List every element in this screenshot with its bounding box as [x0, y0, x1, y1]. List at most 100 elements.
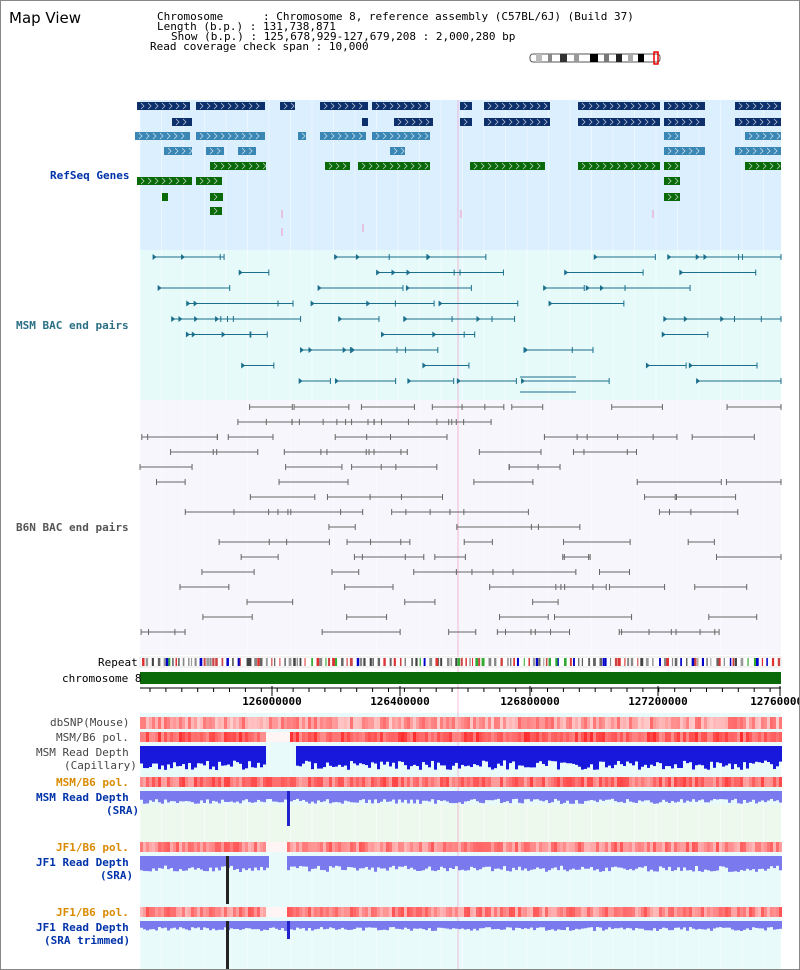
jf1-sra-depth-bar: [266, 856, 269, 868]
strand-arrow: [609, 102, 614, 110]
dbsnp-heat-cell: [380, 717, 383, 729]
jf1-sra-depth-bar: [392, 856, 395, 866]
jf1-sra-depth-bar: [662, 856, 665, 868]
heatmap-tracks[interactable]: [140, 717, 782, 917]
msm-pol-heat-cell: [776, 732, 779, 742]
jf1-trim-depth-bar: [383, 921, 386, 930]
bac-end-marker: [157, 285, 162, 291]
msm-cap-depth-bar: [656, 746, 659, 763]
jf1-trim-depth-bar: [698, 921, 701, 929]
jf1-pol-heat-cell: [605, 842, 608, 852]
dbsnp-heat-cell: [620, 717, 623, 729]
repeat-element: [369, 658, 372, 666]
msm-sra-depth-bar: [626, 791, 629, 800]
msm-pol2-heat-cell: [260, 777, 263, 787]
jf1-pol-heat-cell: [428, 842, 431, 852]
msm-sra-depth-bar: [689, 791, 692, 802]
jf1-trim-depth-bar: [644, 921, 647, 931]
msm-pol2-heat-cell: [605, 777, 608, 787]
jf1-trim-depth-bar: [374, 921, 377, 928]
msm-cap-depth-bar: [374, 746, 377, 764]
jf1-sra-depth-bar: [209, 856, 212, 868]
strand-arrow: [688, 102, 693, 110]
dbsnp-heat-cell: [332, 717, 335, 729]
msm-cap-depth-bar: [452, 746, 455, 766]
jf1-pol2-heat-cell: [479, 907, 482, 917]
msm-sra-depth-bar: [158, 791, 161, 803]
msm-cap-depth-bar: [524, 746, 527, 768]
msm-pol2-heat-cell: [389, 777, 392, 787]
jf1-trim-depth-bar: [473, 921, 476, 929]
msm-sra-depth-bar: [347, 791, 350, 802]
msm-pol-heat-cell: [146, 732, 149, 742]
jf1-trim-depth-bar: [581, 921, 584, 929]
strand-arrow: [206, 132, 211, 140]
dbsnp-heat-cell: [716, 717, 719, 729]
refseq-genes[interactable]: [135, 102, 781, 236]
msm-bac-pairs[interactable]: [152, 254, 782, 393]
msm-sra-depth-bar: [494, 791, 497, 800]
b6n-bac-pairs[interactable]: [139, 404, 782, 635]
jf1-pol2-heat-cell: [281, 907, 284, 917]
msm-pol2-heat-cell: [563, 777, 566, 787]
msm-sra-depth-bar: [680, 791, 683, 800]
repeat-element: [239, 658, 241, 666]
strand-arrow: [358, 132, 363, 140]
dbsnp-heat-cell: [260, 717, 263, 729]
msm-cap-depth-bar: [428, 746, 431, 768]
jf1-pol-heat-cell: [206, 842, 209, 852]
strand-arrow: [752, 118, 757, 126]
dbsnp-heat-cell: [389, 717, 392, 729]
strand-arrow: [344, 102, 349, 110]
chromosome-ideogram[interactable]: [529, 51, 661, 65]
jf1-trim-depth-bar: [686, 921, 689, 931]
jf1-pol-heat-cell: [257, 842, 260, 852]
jf1-pol-heat-cell: [383, 842, 386, 852]
msm-pol-heat-cell: [593, 732, 596, 742]
strand-arrow: [674, 177, 679, 185]
repeat-element: [637, 658, 639, 666]
gene-feature: [664, 132, 680, 140]
msm-pol-heat-cell: [341, 732, 344, 742]
dbsnp-heat-cell: [701, 717, 704, 729]
strand-arrow: [147, 102, 152, 110]
gene-feature: [745, 162, 781, 170]
jf1-trim-depth-bar: [176, 921, 179, 930]
jf1-pol2-heat-cell: [179, 907, 182, 917]
jf1-pol2-heat-cell: [494, 907, 497, 917]
jf1-pol2-heat-cell: [497, 907, 500, 917]
jf1-trim-depth-bar: [173, 921, 176, 928]
msm-pol-heat-cell: [686, 732, 689, 742]
jf1-pol-heat-cell: [536, 842, 539, 852]
msm-pol-heat-cell: [173, 732, 176, 742]
jf1-trim-depth-bar: [314, 921, 317, 930]
msm-cap-depth-bar: [467, 746, 470, 766]
msm-pol-heat-cell: [263, 732, 266, 742]
dbsnp-heat-cell: [398, 717, 401, 729]
bac-end-marker: [663, 316, 668, 322]
msm-cap-depth-bar: [245, 746, 248, 769]
msm-cap-depth-bar: [251, 746, 254, 768]
msm-pol2-heat-cell: [539, 777, 542, 787]
repeat-element: [332, 658, 335, 666]
read-depth-tracks[interactable]: [140, 746, 782, 970]
strand-arrow: [609, 162, 614, 170]
strand-arrow: [695, 118, 700, 126]
jf1-pol-heat-cell: [527, 842, 530, 852]
msm-cap-depth-bar: [197, 746, 200, 764]
gene-feature: [362, 118, 368, 126]
msm-pol2-heat-cell: [425, 777, 428, 787]
jf1-pol-heat-cell: [320, 842, 323, 852]
chromosome-bar[interactable]: [140, 672, 781, 684]
jf1-sra-depth-bar: [350, 856, 353, 868]
jf1-sra-depth-bar: [776, 856, 779, 866]
msm-pol2-heat-cell: [665, 777, 668, 787]
repeat-track[interactable]: [142, 658, 781, 666]
msm-sra-depth-bar: [422, 791, 425, 801]
jf1-pol2-heat-cell: [332, 907, 335, 917]
msm-pol2-heat-cell: [347, 777, 350, 787]
jf1-pol2-heat-cell: [344, 907, 347, 917]
jf1-pol-heat-cell: [440, 842, 443, 852]
dbsnp-heat-cell: [191, 717, 194, 729]
